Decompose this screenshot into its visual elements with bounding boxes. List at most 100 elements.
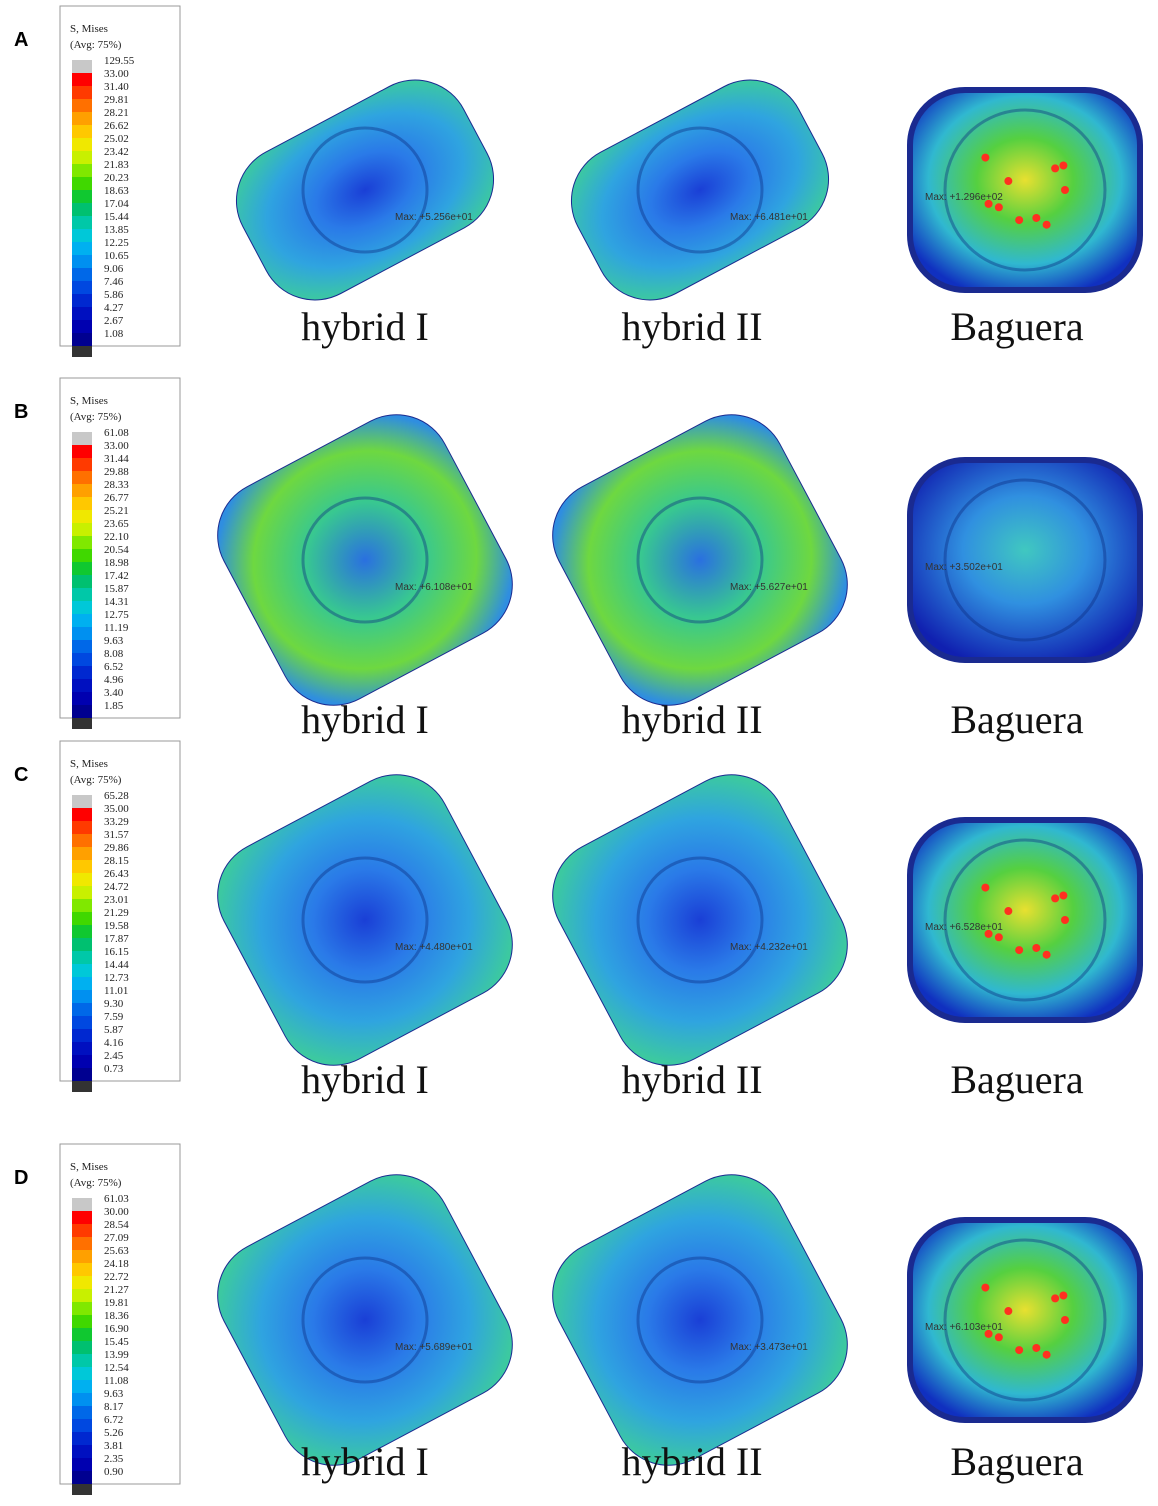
legend-value: 2.67	[104, 315, 124, 327]
legend-bin	[72, 229, 92, 242]
legend-bin	[72, 1003, 92, 1016]
image-label: hybrid I	[301, 697, 429, 742]
legend-bin	[72, 640, 92, 653]
legend-value: 28.33	[104, 479, 129, 491]
legend-value: 5.87	[104, 1024, 124, 1036]
legend-value: 18.63	[104, 185, 129, 197]
legend-value: 11.08	[104, 1375, 129, 1387]
legend-bin	[72, 268, 92, 281]
legend-bin	[72, 1419, 92, 1432]
legend-bin	[72, 938, 92, 951]
implant-body	[533, 1155, 866, 1484]
max-annotation: Max: +1.296e+02	[925, 192, 1003, 203]
legend-value: 17.42	[104, 570, 129, 582]
legend-bin	[72, 653, 92, 666]
legend-bin	[72, 281, 92, 294]
implant-body	[533, 395, 866, 724]
legend-value: 31.57	[104, 829, 129, 841]
legend-value: 61.08	[104, 427, 129, 439]
implant-body	[217, 61, 513, 320]
implant-body	[198, 755, 531, 1084]
legend-value: 14.31	[104, 596, 129, 608]
legend-value: 4.16	[104, 1037, 124, 1049]
legend-value: 1.08	[104, 328, 124, 340]
legend-bin	[72, 510, 92, 523]
legend-bin	[72, 216, 92, 229]
legend-bin	[72, 925, 92, 938]
legend-bin	[72, 1393, 92, 1406]
legend-value: 24.18	[104, 1258, 129, 1270]
legend-value: 61.03	[104, 1193, 129, 1205]
hot-spot	[1043, 1351, 1051, 1359]
page: {"panels":[ {"letter":"A","legend":{"tit…	[0, 0, 1158, 1506]
legend-bin	[72, 834, 92, 847]
legend-value: 24.72	[104, 881, 129, 893]
legend-value: 15.87	[104, 583, 129, 595]
legend-value: 3.40	[104, 687, 124, 699]
legend-value: 29.81	[104, 94, 129, 106]
legend-value: 25.02	[104, 133, 129, 145]
legend-value: 18.36	[104, 1310, 129, 1322]
legend-bin	[72, 294, 92, 307]
legend-bin	[72, 86, 92, 99]
legend-bin	[72, 1055, 92, 1068]
legend-value: 6.72	[104, 1414, 123, 1426]
legend-bin	[72, 1315, 92, 1328]
legend-value: 23.65	[104, 518, 129, 530]
max-annotation: Max: +6.528e+01	[925, 922, 1003, 933]
legend-subtitle: (Avg: 75%)	[70, 1177, 122, 1189]
legend: S, Mises(Avg: 75%)61.0833.0031.4429.8828…	[60, 378, 180, 729]
legend-bin	[72, 523, 92, 536]
max-annotation: Max: +6.103e+01	[925, 1322, 1003, 1333]
max-annotation: Max: +4.232e+01	[730, 942, 808, 953]
legend-bin	[72, 1406, 92, 1419]
legend-bin	[72, 1263, 92, 1276]
legend-bin	[72, 1445, 92, 1458]
legend-value: 5.86	[104, 289, 124, 301]
legend-value: 35.00	[104, 803, 129, 815]
contour-image	[533, 1155, 866, 1484]
legend-value: 2.35	[104, 1453, 124, 1465]
contour-image	[217, 61, 513, 320]
legend-value: 129.55	[104, 55, 135, 67]
hot-spot	[1004, 177, 1012, 185]
hot-spot	[1059, 162, 1067, 170]
legend-bin	[72, 471, 92, 484]
legend-bin	[72, 1367, 92, 1380]
legend-bin	[72, 445, 92, 458]
legend-value: 9.63	[104, 635, 124, 647]
contour-image	[533, 395, 866, 724]
legend-value: 31.40	[104, 81, 129, 93]
legend-value: 12.75	[104, 609, 129, 621]
legend-bin	[72, 307, 92, 320]
legend-bin	[72, 1302, 92, 1315]
legend-title: S, Mises	[70, 23, 108, 35]
legend-bin	[72, 1458, 92, 1471]
legend-title: S, Mises	[70, 1161, 108, 1173]
legend-bin	[72, 1081, 92, 1092]
legend-bin	[72, 1029, 92, 1042]
legend-value: 26.77	[104, 492, 129, 504]
legend-value: 0.73	[104, 1063, 124, 1075]
legend-bin	[72, 1380, 92, 1393]
legend-value: 21.29	[104, 907, 129, 919]
hot-spot	[981, 884, 989, 892]
legend-value: 22.72	[104, 1271, 129, 1283]
implant-body	[198, 395, 531, 724]
legend-bin	[72, 99, 92, 112]
figure: AS, Mises(Avg: 75%)129.5533.0031.4029.81…	[0, 0, 1158, 1506]
legend-bin	[72, 432, 92, 445]
legend-bin	[72, 1354, 92, 1367]
legend-value: 65.28	[104, 790, 129, 802]
legend-bin	[72, 808, 92, 821]
implant-body	[533, 755, 866, 1084]
legend-value: 29.86	[104, 842, 129, 854]
legend-value: 28.21	[104, 107, 129, 119]
legend-value: 3.81	[104, 1440, 123, 1452]
legend-bin	[72, 333, 92, 346]
legend-bin	[72, 1328, 92, 1341]
legend-value: 8.08	[104, 648, 124, 660]
hot-spot	[1059, 1292, 1067, 1300]
legend-bin	[72, 484, 92, 497]
hot-spot	[1015, 1346, 1023, 1354]
